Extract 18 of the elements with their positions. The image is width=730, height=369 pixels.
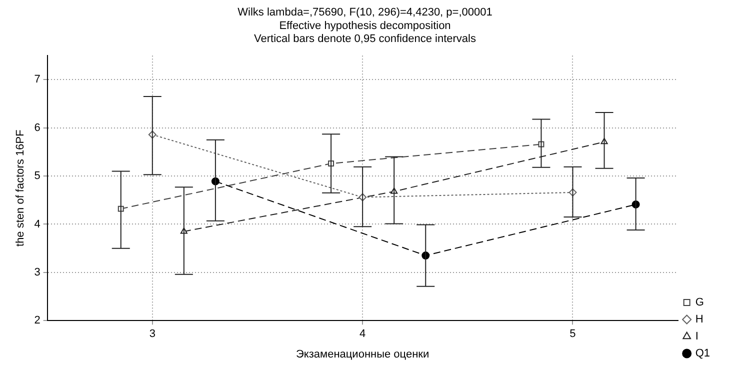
- y-tick-label: 5: [34, 170, 40, 182]
- x-tick-label: 4: [360, 328, 366, 340]
- text: Effective hypothesis decomposition: [279, 20, 451, 32]
- legend-label: Q1: [695, 348, 710, 360]
- y-axis-title: the sten of factors 16PF: [14, 129, 27, 246]
- y-tick-label: 7: [34, 74, 40, 86]
- text: Wilks lambda=,75690, F(10, 296)=4,4230, p=,00001: [238, 6, 492, 19]
- y-tick-label: 3: [34, 266, 40, 278]
- y-tick-label: 4: [34, 218, 40, 230]
- y-tick-label: 6: [34, 122, 40, 134]
- y-tick-label: 2: [34, 314, 40, 327]
- legend-label: H: [695, 314, 704, 326]
- legend-label: I: [695, 330, 698, 343]
- x-axis-title: Экзаменационные оценки: [296, 348, 430, 360]
- legend-label: G: [695, 296, 704, 309]
- x-tick-label: 3: [149, 328, 156, 340]
- text: Vertical bars denote 0,95 confidence intervals: [254, 33, 476, 46]
- x-tick-label: 5: [570, 328, 576, 340]
